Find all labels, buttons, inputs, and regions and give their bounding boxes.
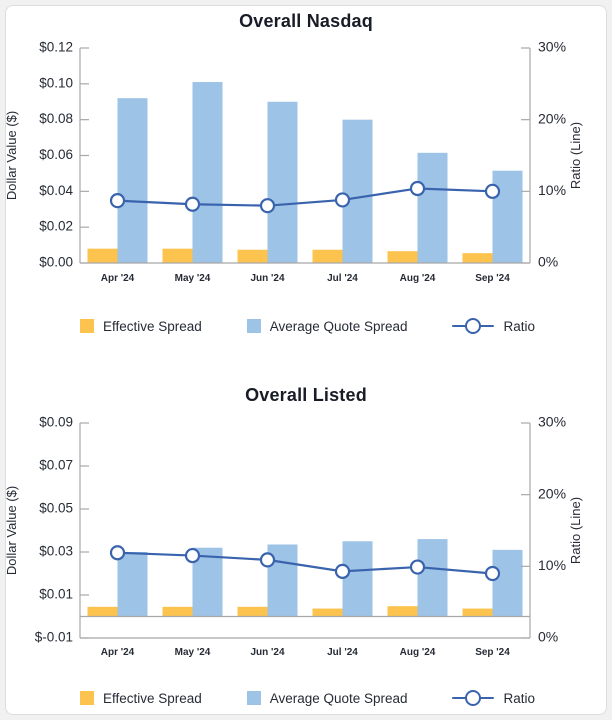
svg-text:Jul '24: Jul '24 xyxy=(327,647,358,658)
legend-label: Average Quote Spread xyxy=(269,318,408,334)
svg-text:Jul '24: Jul '24 xyxy=(327,273,358,284)
legend-label: Ratio xyxy=(503,690,535,706)
legend-label: Effective Spread xyxy=(103,690,202,706)
svg-text:Apr '24: Apr '24 xyxy=(101,273,135,284)
svg-text:20%: 20% xyxy=(538,110,566,126)
svg-text:May '24: May '24 xyxy=(175,273,211,284)
svg-text:20%: 20% xyxy=(538,485,566,501)
nasdaq-chart-legend: Effective Spread Average Quote Spread Ra… xyxy=(80,315,535,337)
legend-item-average-quote-spread: Average Quote Spread xyxy=(246,690,408,706)
legend-label: Ratio xyxy=(503,318,535,334)
svg-text:0%: 0% xyxy=(538,254,558,270)
effective-spread-swatch xyxy=(80,319,94,333)
legend-item-ratio: Ratio xyxy=(452,690,535,706)
listed-chart-legend: Effective Spread Average Quote Spread Ra… xyxy=(80,687,535,709)
legend-label: Average Quote Spread xyxy=(269,690,408,706)
svg-text:Jun '24: Jun '24 xyxy=(250,647,284,658)
svg-text:$0.12: $0.12 xyxy=(39,40,73,55)
legend-item-effective-spread: Effective Spread xyxy=(80,319,202,334)
svg-text:Aug '24: Aug '24 xyxy=(400,647,436,658)
svg-text:May '24: May '24 xyxy=(175,647,211,658)
svg-text:$0.00: $0.00 xyxy=(39,255,73,270)
nasdaq-chart-canvas: $0.12 $0.10 $0.08 $0.06 $0.04 $0.02 $0.00 30% 20… xyxy=(4,39,583,284)
listed-chart-title: Overall Listed xyxy=(245,385,367,405)
svg-text:10%: 10% xyxy=(538,182,566,198)
svg-text:$0.08: $0.08 xyxy=(39,111,73,126)
svg-text:$-0.01: $-0.01 xyxy=(35,630,73,645)
svg-text:0%: 0% xyxy=(538,629,558,645)
svg-text:Aug '24: Aug '24 xyxy=(400,273,436,284)
svg-text:$0.03: $0.03 xyxy=(39,544,73,559)
legend-item-effective-spread: Effective Spread xyxy=(80,691,202,706)
svg-text:Dollar Value ($): Dollar Value ($) xyxy=(4,111,19,200)
svg-text:Dollar Value ($): Dollar Value ($) xyxy=(4,486,19,575)
svg-text:$0.04: $0.04 xyxy=(39,183,73,198)
svg-text:30%: 30% xyxy=(538,414,566,430)
svg-text:$0.09: $0.09 xyxy=(39,415,73,430)
svg-text:$0.07: $0.07 xyxy=(39,458,73,473)
listed-chart-canvas: $0.09 $0.07 $0.05 $0.03 $0.01 $-0.01 30% 20% 10%… xyxy=(4,414,583,658)
svg-text:Sep '24: Sep '24 xyxy=(475,273,510,284)
svg-text:Sep '24: Sep '24 xyxy=(475,647,510,658)
ratio-line-icon xyxy=(452,318,495,334)
effective-spread-swatch xyxy=(80,691,94,705)
svg-text:$0.02: $0.02 xyxy=(39,219,73,234)
nasdaq-chart-title: Overall Nasdaq xyxy=(239,11,373,31)
legend-item-ratio: Ratio xyxy=(452,318,535,334)
ratio-line-icon xyxy=(452,690,495,706)
svg-text:$0.06: $0.06 xyxy=(39,147,73,162)
legend-label: Effective Spread xyxy=(103,318,202,334)
svg-text:Ratio (Line): Ratio (Line) xyxy=(568,497,583,564)
svg-text:$0.05: $0.05 xyxy=(39,501,73,516)
legend-item-average-quote-spread: Average Quote Spread xyxy=(246,318,408,334)
svg-text:30%: 30% xyxy=(538,39,566,55)
svg-text:Jun '24: Jun '24 xyxy=(250,273,284,284)
svg-text:Apr '24: Apr '24 xyxy=(101,647,135,658)
svg-text:10%: 10% xyxy=(538,557,566,573)
svg-text:Ratio (Line): Ratio (Line) xyxy=(568,122,583,189)
svg-text:$0.10: $0.10 xyxy=(39,75,73,90)
average-quote-spread-swatch xyxy=(246,319,261,333)
average-quote-spread-swatch xyxy=(246,691,261,705)
svg-text:$0.01: $0.01 xyxy=(39,587,73,602)
